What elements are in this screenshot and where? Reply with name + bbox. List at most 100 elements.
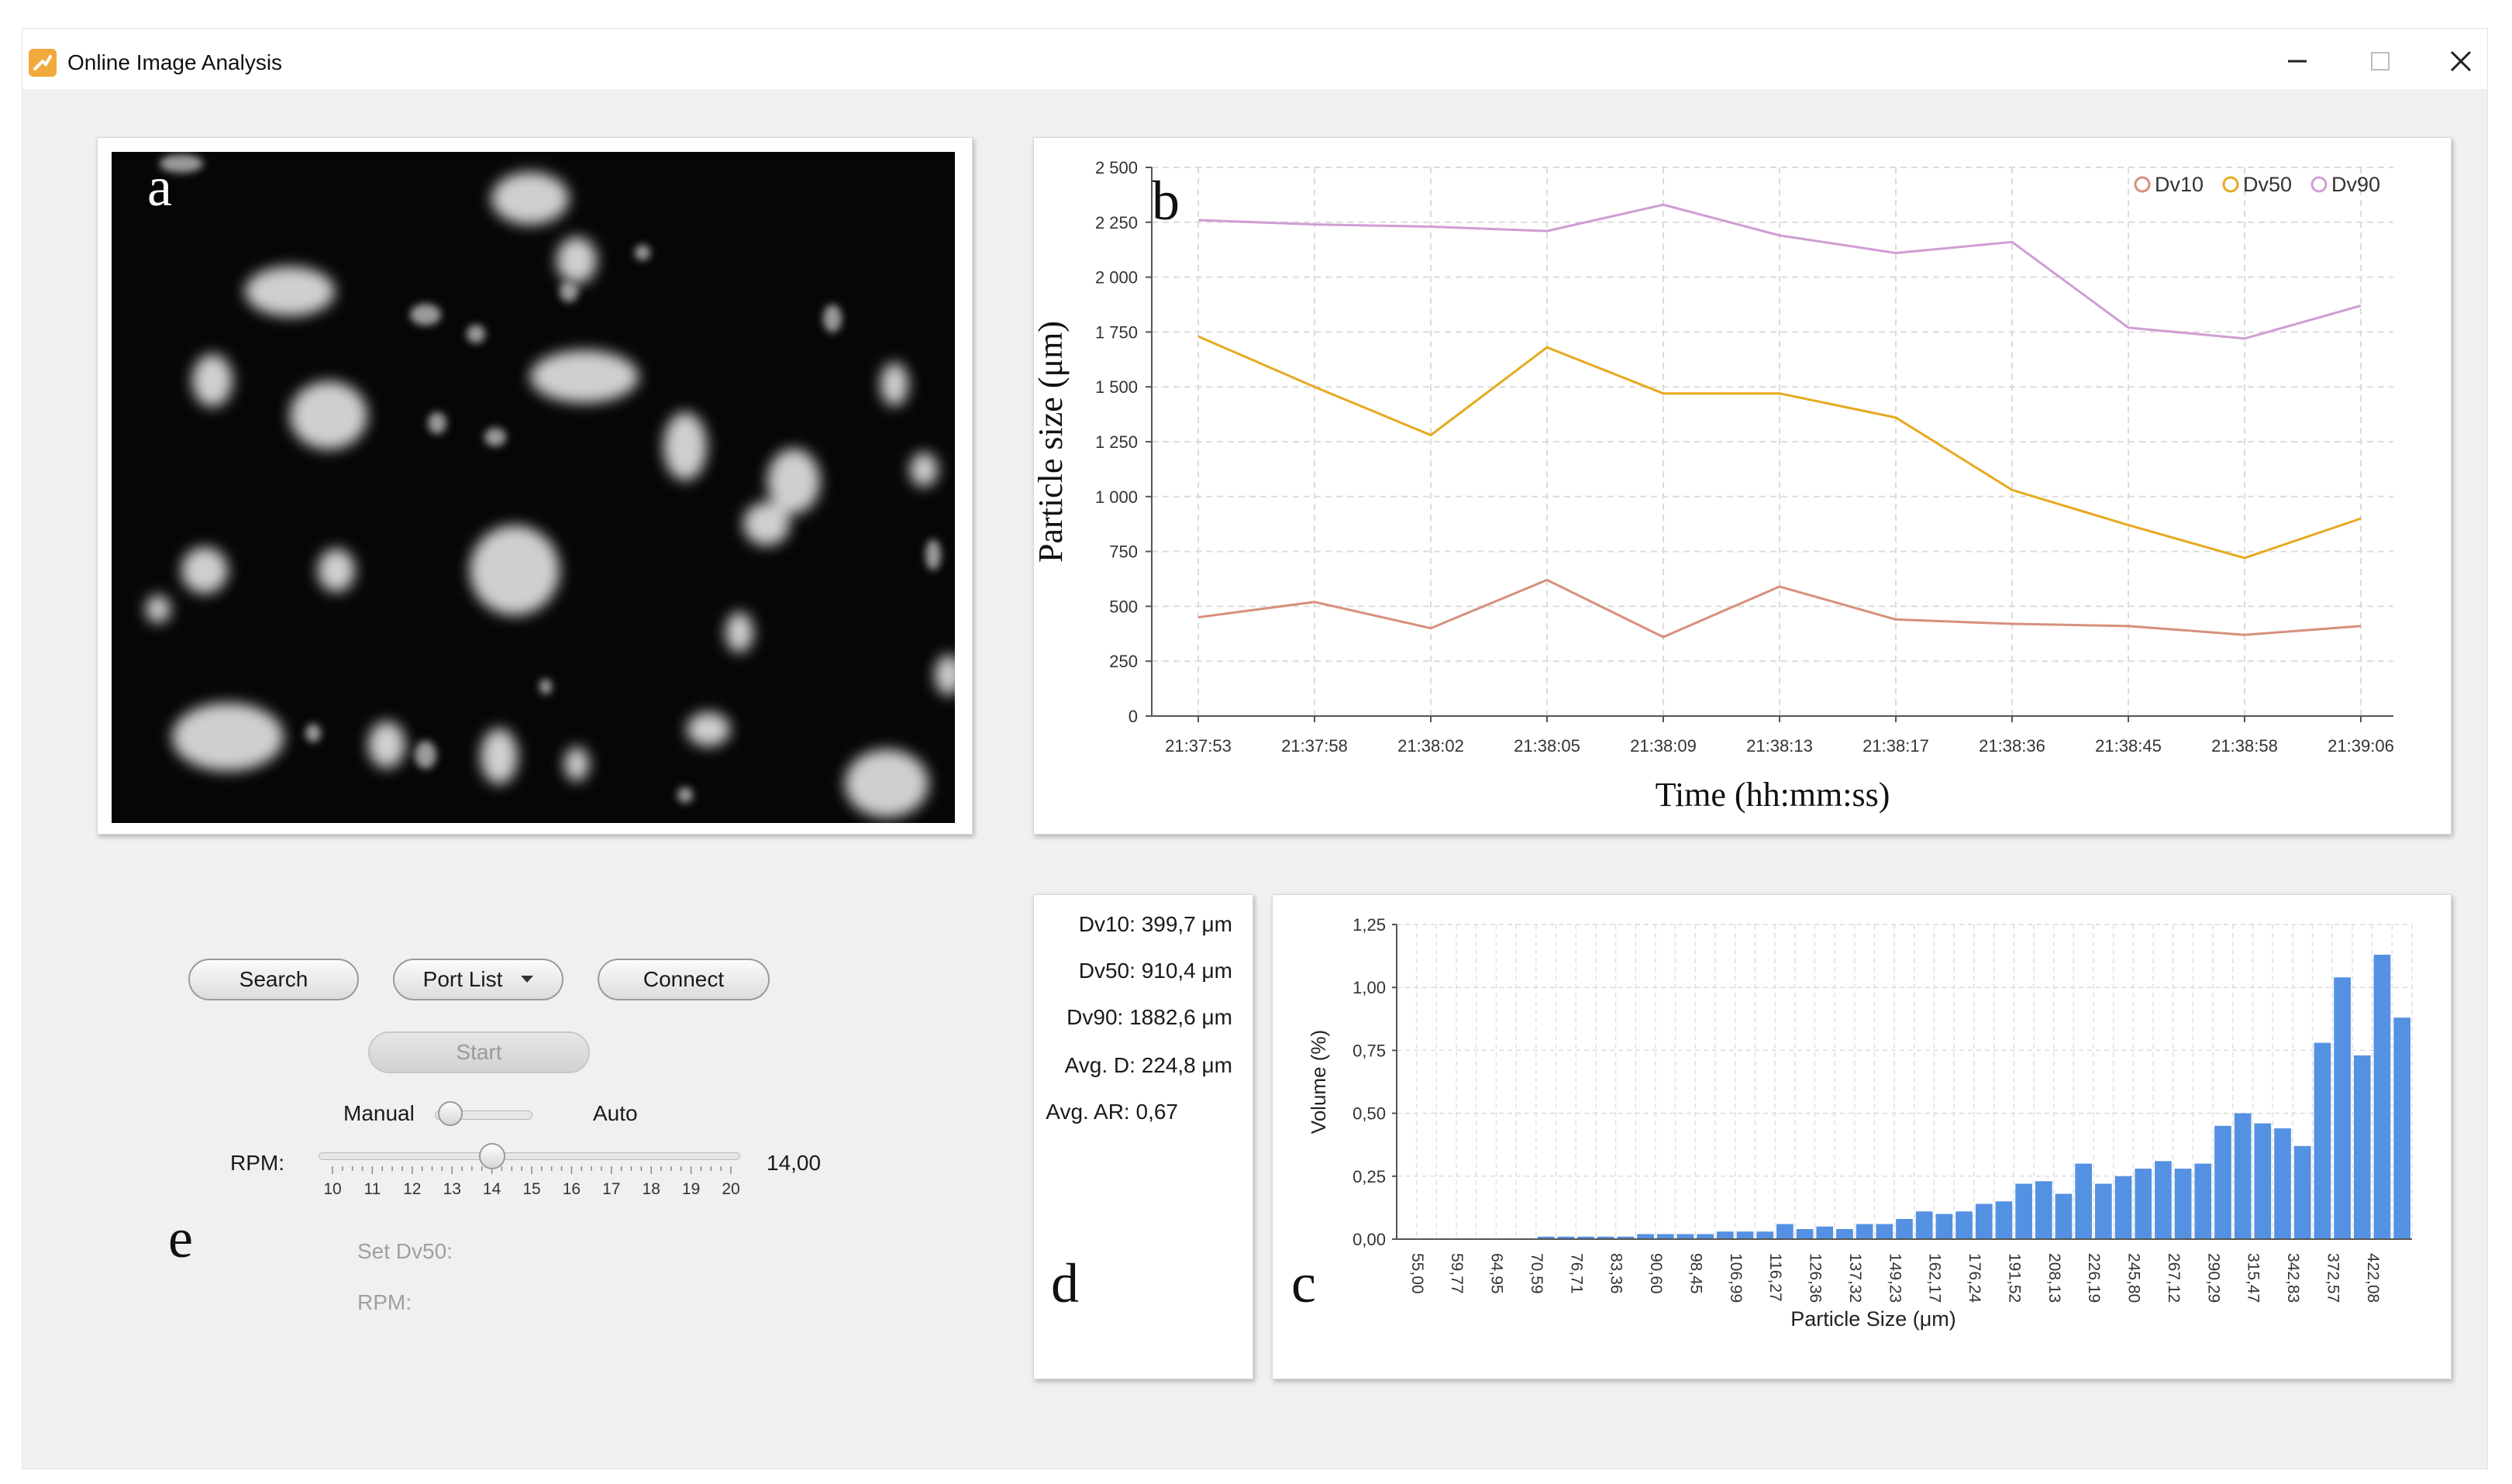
rpm-tick-label: 19 xyxy=(682,1180,700,1198)
y-tick-label: 0,75 xyxy=(1352,1041,1386,1060)
rpm-tick-label: 11 xyxy=(364,1180,381,1198)
y-tick-label: 2 500 xyxy=(1095,158,1138,177)
rpm-slider-track xyxy=(319,1152,740,1160)
x-tick-label: 98,45 xyxy=(1687,1253,1704,1294)
manual-label: Manual xyxy=(343,1101,415,1125)
x-tick-label: 267,12 xyxy=(2165,1253,2183,1303)
auto-label: Auto xyxy=(593,1101,638,1125)
x-tick-label: 21:37:53 xyxy=(1165,736,1232,756)
y-tick-label: 0 xyxy=(1129,707,1138,726)
histogram-bar xyxy=(2334,977,2351,1239)
maximize-button[interactable] xyxy=(2357,40,2403,83)
series-line-dv10 xyxy=(1197,578,2362,639)
histogram-bar xyxy=(2174,1169,2192,1239)
stat-avg-d: Avg. D: 224,8 μm xyxy=(1065,1053,1232,1078)
port-list-label: Port List xyxy=(422,967,503,991)
histogram-bar xyxy=(2293,1145,2311,1239)
panel-label-e: e xyxy=(168,1207,193,1269)
stat-avg-d-value: 224,8 μm xyxy=(1141,1053,1232,1077)
x-axis-title: Time (hh:mm:ss) xyxy=(1656,776,1890,814)
x-tick-label: 116,27 xyxy=(1766,1253,1784,1302)
histogram-bar xyxy=(1676,1234,1694,1239)
histogram-bar xyxy=(2055,1193,2073,1239)
rpm-slider-ticks: 10 11 12 13 14 15 16 17 18 19 20 xyxy=(323,1166,740,1198)
x-tick-label: 76,71 xyxy=(1567,1253,1585,1294)
histogram-bar xyxy=(1935,1214,1953,1239)
y-tick-label: 0,25 xyxy=(1352,1167,1386,1186)
legend-label-dv10: Dv10 xyxy=(2155,173,2204,196)
manual-auto-toggle[interactable] xyxy=(435,1101,532,1129)
histogram-panel: 0,00 0,25 0,50 0,75 1,00 1,25 55,00 59,77 64,95 7… xyxy=(1272,894,2452,1379)
y-axis-title: Volume (%) xyxy=(1307,1030,1330,1134)
histogram-bar xyxy=(2135,1169,2152,1239)
x-tick-label: 226,19 xyxy=(2085,1253,2103,1303)
legend-marker-dv50 xyxy=(2222,176,2239,193)
stat-avg-d-label: Avg. D: xyxy=(1064,1053,1135,1077)
x-tick-label: 90,60 xyxy=(1647,1253,1665,1294)
histogram-bar xyxy=(1796,1229,1814,1239)
minimize-button[interactable] xyxy=(2274,40,2321,83)
x-tick-label: 315,47 xyxy=(2245,1253,2262,1303)
start-button[interactable]: Start xyxy=(368,1031,590,1073)
histogram-bar xyxy=(1816,1226,1834,1239)
histogram-bar xyxy=(1995,1201,2013,1239)
camera-panel: a xyxy=(97,137,973,835)
legend-label-dv90: Dv90 xyxy=(2331,173,2380,196)
histogram-bar xyxy=(2393,1017,2410,1239)
stat-dv10: Dv10: 399,7 μm xyxy=(1079,912,1232,937)
x-axis-title: Particle Size (μm) xyxy=(1790,1307,1956,1331)
y-tick-label: 1 250 xyxy=(1095,432,1138,452)
x-tick-label: 342,83 xyxy=(2284,1253,2302,1303)
series-line-dv50 xyxy=(1197,335,2362,560)
particle-size-line-chart: 0 250 500 750 1 000 1 250 1 500 1 750 2 000 2 250… xyxy=(1032,158,2394,814)
rpm-value: 14,00 xyxy=(767,1151,822,1175)
line-chart-panel: 0 250 500 750 1 000 1 250 1 500 1 750 2 000 2 250… xyxy=(1032,137,2452,835)
legend-marker-dv90 xyxy=(2310,176,2328,193)
histogram-bar xyxy=(2254,1123,2272,1239)
histogram-bar xyxy=(1537,1236,1555,1239)
histogram-bar xyxy=(1557,1236,1575,1239)
rpm-tick-label: 13 xyxy=(443,1180,461,1198)
rpm-slider-knob[interactable] xyxy=(478,1143,505,1169)
series-line-dv90 xyxy=(1197,203,2362,340)
histogram-bar xyxy=(2015,1183,2032,1239)
search-button[interactable]: Search xyxy=(188,959,359,1000)
toggle-knob xyxy=(438,1101,463,1126)
connect-button[interactable]: Connect xyxy=(598,959,770,1000)
histogram-bar xyxy=(2234,1113,2252,1239)
x-tick-label: 59,77 xyxy=(1448,1253,1466,1294)
y-tick-label: 500 xyxy=(1109,597,1138,616)
histogram-bar xyxy=(1656,1234,1674,1239)
x-tick-label: 21:38:05 xyxy=(1514,736,1580,756)
y-axis-title: Particle size (μm) xyxy=(1034,321,1070,563)
x-tick-label: 290,29 xyxy=(2204,1253,2222,1303)
histogram-bar xyxy=(1597,1236,1614,1239)
rpm-tick-label: 16 xyxy=(563,1180,581,1198)
x-tick-label: 149,23 xyxy=(1886,1253,1904,1303)
histogram-bar xyxy=(1956,1211,1973,1239)
close-button[interactable] xyxy=(2438,40,2484,83)
port-list-dropdown[interactable]: Port List xyxy=(393,959,563,1000)
rpm-slider[interactable]: 10 11 12 13 14 15 16 17 18 19 20 xyxy=(309,1138,748,1200)
x-tick-label: 21:38:17 xyxy=(1862,736,1929,756)
x-tick-label: 83,36 xyxy=(1607,1253,1625,1294)
x-tick-label: 55,00 xyxy=(1408,1253,1426,1294)
stat-dv50-label: Dv50: xyxy=(1078,959,1135,983)
histogram-bar xyxy=(1697,1234,1714,1239)
histogram-bar xyxy=(1856,1224,1873,1239)
x-tick-label: 21:38:58 xyxy=(2211,736,2278,756)
camera-image xyxy=(112,152,955,823)
histogram-bar xyxy=(2274,1128,2291,1239)
panel-label-d: d xyxy=(1051,1252,1079,1314)
x-tick-label: 126,36 xyxy=(1807,1253,1825,1303)
app-icon xyxy=(29,49,57,77)
x-tick-label: 21:38:13 xyxy=(1746,736,1813,756)
rpm-setpoint-label: RPM: xyxy=(357,1290,412,1314)
x-tick-label: 191,52 xyxy=(2005,1253,2023,1303)
y-tick-label: 250 xyxy=(1109,652,1138,671)
histogram-bar xyxy=(1756,1231,1774,1239)
histogram-bar xyxy=(2035,1181,2052,1239)
histogram-bar xyxy=(2353,1055,2371,1239)
x-tick-label: 21:38:02 xyxy=(1397,736,1464,756)
set-dv50-label: Set Dv50: xyxy=(357,1239,453,1263)
